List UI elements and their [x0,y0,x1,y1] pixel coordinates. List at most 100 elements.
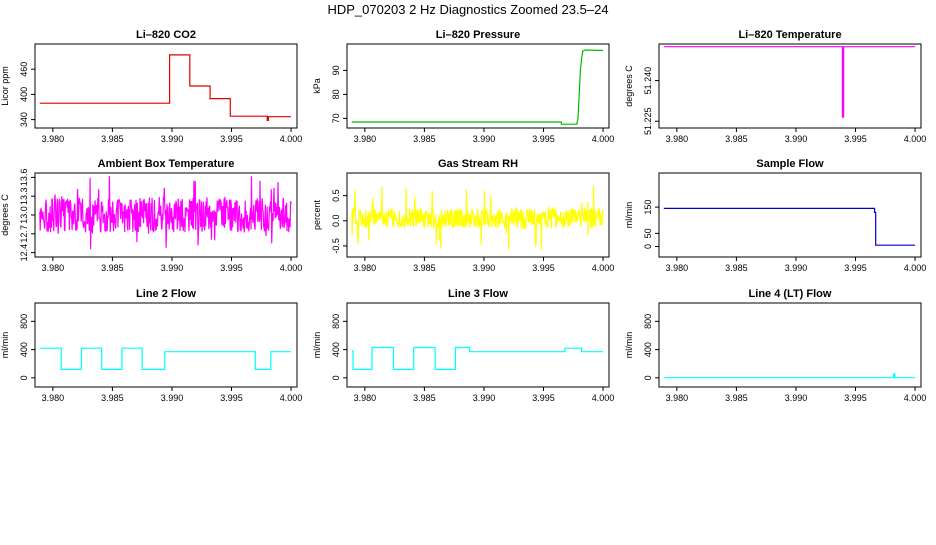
x-tick-label: 3.995 [220,263,243,273]
panel-8: Line 3 Flow ml/min 3.980 3.985 3.990 3.995 4.0… [312,288,614,403]
panel-title: Ambient Box Temperature [98,158,235,170]
x-tick-label: 4.000 [280,134,303,144]
panel-6: Sample Flow ml/min 3.980 3.985 3.990 3.995 4.0… [624,158,926,273]
x-tick-label: 3.985 [413,263,436,273]
series-line [351,346,603,370]
series-line [351,49,604,125]
y-tick-label: 13.6 [19,169,29,187]
panel-title: Li–820 CO2 [136,29,196,41]
y-axis-label: ml/min [624,332,634,359]
y-tick-label: 0 [331,375,341,380]
y-tick-label: 400 [643,342,653,357]
figure-title: HDP_070203 2 Hz Diagnostics Zoomed 23.5–… [327,2,609,17]
x-tick-label: 3.980 [42,134,65,144]
series-line [663,373,915,379]
panel-5: Gas Stream RH percent 3.980 3.985 3.990 3.995… [312,158,614,273]
x-tick-label: 3.985 [725,263,748,273]
x-tick-label: 3.980 [354,393,377,403]
plot-box [658,43,922,129]
x-tick-label: 3.985 [725,393,748,403]
x-tick-label: 3.990 [473,134,496,144]
panel-2: Li–820 Pressure kPa 3.980 3.985 3.990 3.995 4.… [312,29,614,144]
plot-box [658,302,922,388]
panel-title: Gas Stream RH [438,158,518,170]
panel-7: Line 2 Flow ml/min 3.980 3.985 3.990 3.995 4.0… [0,288,302,403]
x-tick-label: 4.000 [592,393,615,403]
series-line [39,54,291,121]
x-tick-label: 3.995 [220,393,243,403]
panel-title: Line 2 Flow [136,288,196,300]
y-tick-label: 12.7 [19,225,29,243]
plot-box [346,172,610,258]
x-tick-label: 3.990 [161,393,184,403]
panel-1: Li–820 CO2 Licor ppm 3.980 3.985 3.990 3.995 4… [0,29,302,144]
x-tick-label: 4.000 [280,393,303,403]
y-tick-label: 400 [19,342,29,357]
panel-3: Li–820 Temperature degrees C 3.980 3.985 3.9… [624,29,926,144]
panel-title: Sample Flow [756,158,824,170]
y-tick-label: 0.0 [331,215,341,228]
series-line [351,185,604,250]
x-tick-label: 3.990 [785,263,808,273]
y-tick-label: 51.225 [643,107,653,135]
x-tick-label: 3.985 [101,134,124,144]
x-tick-label: 3.980 [354,134,377,144]
y-tick-label: 90 [331,65,341,75]
x-tick-label: 3.995 [844,134,867,144]
y-tick-label: 0.5 [331,189,341,202]
y-tick-label: 80 [331,89,341,99]
x-tick-label: 3.980 [354,263,377,273]
y-tick-label: 51.240 [643,67,653,95]
x-tick-label: 3.995 [532,393,555,403]
x-tick-label: 4.000 [904,393,927,403]
y-axis-label: kPa [312,78,322,94]
x-tick-label: 4.000 [592,134,615,144]
y-tick-label: 0 [643,375,653,380]
plot-box [658,172,922,258]
panel-title: Line 3 Flow [448,288,508,300]
series-line [663,207,915,246]
y-tick-label: 800 [331,314,341,329]
panel-title: Li–820 Pressure [436,29,520,41]
plot-box [34,302,298,388]
plot-box [346,43,610,129]
y-tick-label: 70 [331,113,341,123]
y-tick-label: -0.5 [331,238,341,254]
panel-title: Li–820 Temperature [738,29,841,41]
y-tick-label: 800 [643,314,653,329]
series-line [39,176,292,250]
x-tick-label: 3.985 [725,134,748,144]
x-tick-label: 3.980 [666,393,689,403]
x-tick-label: 3.990 [161,134,184,144]
x-tick-label: 3.990 [161,263,184,273]
y-axis-label: ml/min [312,332,322,359]
x-tick-label: 4.000 [904,134,927,144]
x-tick-label: 3.985 [413,393,436,403]
panel-9: Line 4 (LT) Flow ml/min 3.980 3.985 3.990 3.9… [624,288,926,403]
y-axis-label: ml/min [624,202,634,229]
x-tick-label: 4.000 [592,263,615,273]
x-tick-label: 3.995 [532,263,555,273]
plot-box [346,302,610,388]
y-tick-label: 400 [331,342,341,357]
x-tick-label: 3.995 [844,263,867,273]
plot-box [34,43,298,129]
y-axis-label: percent [312,199,322,230]
y-tick-label: 340 [19,112,29,127]
y-axis-label: degrees C [624,65,634,107]
x-tick-label: 3.985 [413,134,436,144]
x-tick-label: 3.980 [42,263,65,273]
x-tick-label: 4.000 [904,263,927,273]
x-tick-label: 3.980 [666,263,689,273]
y-tick-label: 13.0 [19,206,29,224]
y-axis-label: ml/min [0,332,10,359]
x-tick-label: 3.995 [532,134,555,144]
y-tick-label: 0 [19,375,29,380]
panel-4: Ambient Box Temperature degrees C 3.980 3.9… [0,158,302,273]
x-tick-label: 3.985 [101,263,124,273]
x-tick-label: 4.000 [280,263,303,273]
y-tick-label: 150 [643,200,653,215]
y-tick-label: 12.4 [19,244,29,262]
